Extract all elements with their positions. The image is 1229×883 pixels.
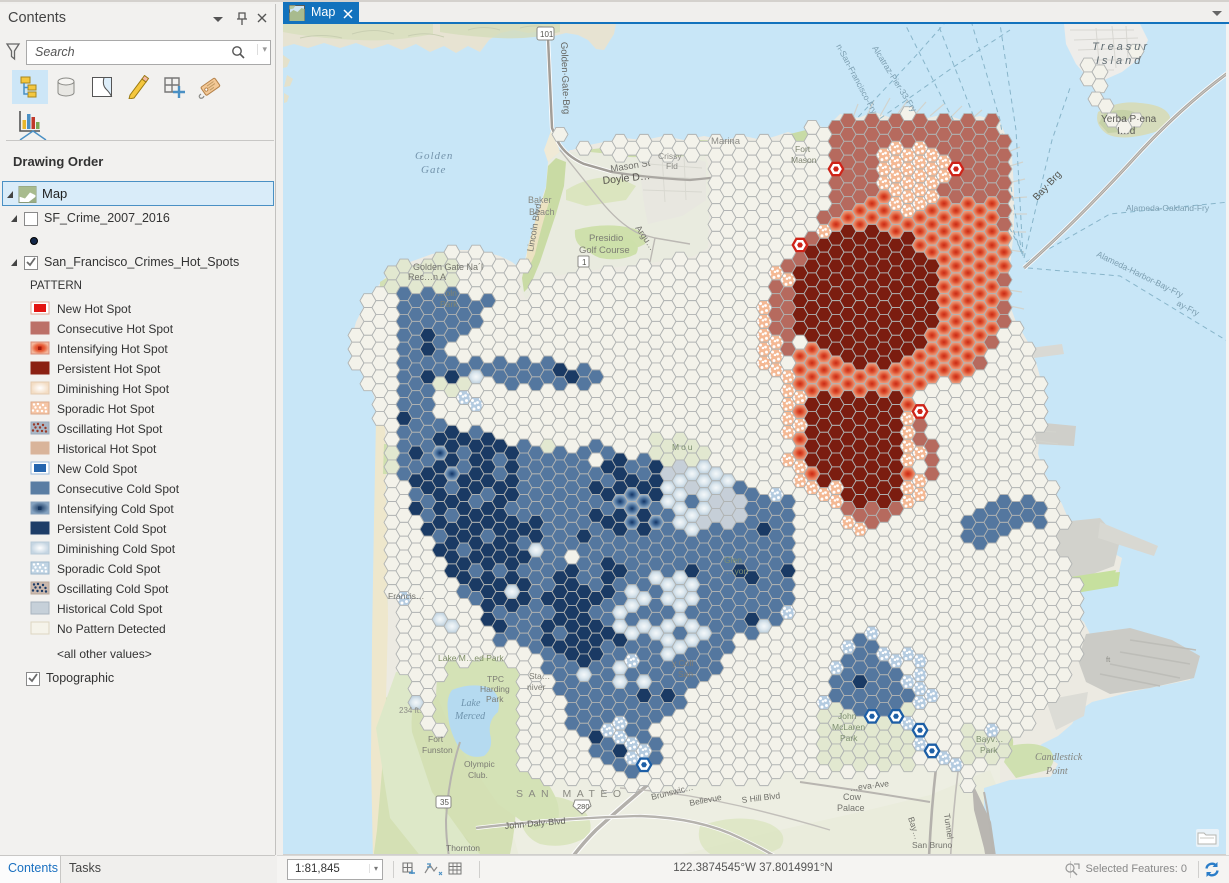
svg-text:Merced: Merced [454, 711, 486, 722]
svg-text:Beach: Beach [529, 207, 555, 217]
svg-text:Park: Park [440, 299, 458, 309]
svg-text:…eva·Ave: …eva·Ave [849, 778, 890, 793]
svg-text:San Bruno: San Bruno [912, 840, 952, 850]
svg-text:SAN MATEO: SAN MATEO [516, 788, 627, 800]
svg-text:Fort: Fort [428, 734, 444, 744]
svg-text:McLaren: McLaren [832, 722, 865, 732]
svg-text:Golden·Gate·Brg: Golden·Gate·Brg [558, 42, 572, 115]
svg-text:…oln: …oln [437, 288, 457, 298]
svg-text:Lake: Lake [460, 698, 481, 709]
svg-text:Club.: Club. [468, 770, 488, 780]
svg-text:Golf Course: Golf Course [579, 245, 630, 256]
svg-text:Funston: Funston [422, 745, 453, 755]
svg-text:Marina: Marina [711, 136, 741, 147]
svg-text:35: 35 [440, 798, 449, 807]
svg-text:Palace: Palace [837, 803, 865, 813]
svg-text:Fld: Fld [666, 161, 678, 171]
svg-text:Thornton: Thornton [446, 843, 480, 853]
svg-text:Rec…n A: Rec…n A [408, 272, 446, 282]
svg-text:Mason: Mason [791, 155, 817, 165]
svg-text:Park: Park [486, 694, 504, 704]
svg-text:Alameda-Oakland-Fry: Alameda-Oakland-Fry [1126, 203, 1210, 213]
svg-text:San: San [678, 669, 693, 679]
svg-text:234 ft.: 234 ft. [399, 706, 421, 715]
svg-text:Golden: Golden [415, 150, 453, 162]
svg-text:Candlestick: Candlestick [1035, 752, 1083, 763]
svg-text:Tunnel: Tunnel [942, 813, 955, 840]
svg-text:Baker: Baker [528, 195, 552, 205]
svg-text:Island: Island [1096, 55, 1143, 67]
svg-text:Crissy: Crissy [658, 151, 682, 161]
svg-text:Lake M…ed Park: Lake M…ed Park [438, 653, 504, 663]
svg-text:Fort: Fort [795, 144, 811, 154]
svg-text:Park: Park [980, 745, 998, 755]
svg-text:Cow: Cow [843, 792, 862, 802]
svg-text:Park: Park [840, 733, 858, 743]
svg-text:S Hill Blvd: S Hill Blvd [741, 790, 781, 805]
svg-text:Francis…: Francis… [388, 591, 424, 601]
svg-text:Harding: Harding [480, 684, 510, 694]
svg-text:280: 280 [577, 802, 590, 811]
svg-text:Yerba P·ena: Yerba P·ena [1101, 114, 1157, 125]
svg-text:Point: Point [1045, 766, 1068, 777]
svg-text:I…d: I…d [1117, 126, 1135, 137]
svg-text:Mou: Mou [672, 442, 695, 452]
svg-text:Bayv…: Bayv… [976, 734, 1003, 744]
svg-text:Golden Gate Na´l: Golden Gate Na´l [413, 262, 483, 272]
svg-text:niver: niver [527, 682, 546, 692]
svg-text:1: 1 [582, 258, 587, 267]
svg-text:Doyle D…: Doyle D… [602, 170, 651, 187]
svg-text:Olympic: Olympic [464, 759, 495, 769]
svg-text:y Coll: y Coll [672, 658, 693, 668]
svg-text:Sta…: Sta… [529, 671, 550, 681]
svg-text:TPC: TPC [487, 674, 504, 684]
svg-text:Presidio: Presidio [589, 233, 623, 244]
svg-text:ft: ft [1106, 655, 1111, 664]
svg-text:…yon: …yon [726, 566, 748, 576]
svg-text:Glen: Glen [724, 555, 742, 565]
svg-text:Gate: Gate [421, 164, 446, 176]
svg-text:John: John [838, 711, 857, 721]
svg-text:Treasur: Treasur [1092, 41, 1150, 53]
svg-text:101: 101 [540, 30, 554, 39]
